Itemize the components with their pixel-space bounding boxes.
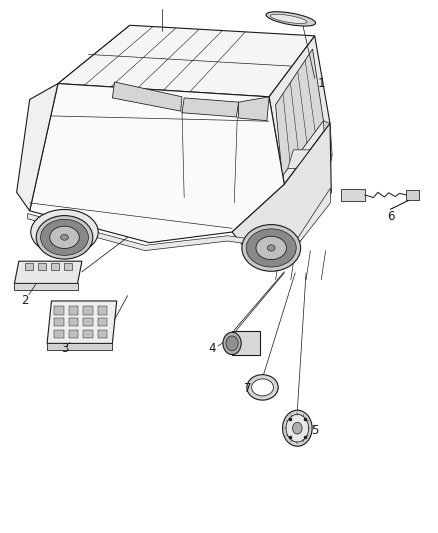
Ellipse shape: [267, 245, 275, 251]
Ellipse shape: [247, 375, 278, 400]
Polygon shape: [47, 301, 117, 343]
Bar: [54, 318, 64, 326]
Polygon shape: [232, 332, 260, 356]
Text: 5: 5: [311, 424, 318, 438]
Text: 7: 7: [244, 382, 251, 395]
Ellipse shape: [36, 216, 93, 259]
Ellipse shape: [246, 229, 296, 267]
Text: 4: 4: [209, 342, 216, 355]
Polygon shape: [14, 284, 78, 290]
Ellipse shape: [242, 224, 300, 271]
Ellipse shape: [252, 379, 273, 396]
Polygon shape: [288, 150, 312, 168]
Bar: [98, 329, 107, 338]
Text: 2: 2: [21, 294, 29, 308]
Polygon shape: [322, 155, 332, 171]
Text: 3: 3: [61, 342, 68, 355]
Bar: [54, 329, 64, 338]
Ellipse shape: [49, 226, 79, 248]
Bar: [51, 263, 59, 270]
Polygon shape: [323, 120, 332, 155]
Bar: [83, 306, 93, 315]
Ellipse shape: [256, 236, 286, 260]
Bar: [83, 329, 93, 338]
Polygon shape: [406, 190, 419, 200]
Bar: [39, 263, 46, 270]
Polygon shape: [30, 84, 284, 243]
Bar: [25, 263, 33, 270]
Text: 1: 1: [318, 77, 325, 90]
Ellipse shape: [286, 415, 309, 442]
Ellipse shape: [266, 12, 316, 26]
Ellipse shape: [226, 336, 238, 351]
Polygon shape: [14, 261, 82, 284]
Polygon shape: [239, 97, 269, 120]
Ellipse shape: [41, 219, 88, 255]
Ellipse shape: [283, 410, 312, 446]
Ellipse shape: [293, 422, 302, 434]
Text: 6: 6: [387, 209, 395, 223]
Ellipse shape: [223, 332, 241, 354]
Bar: [69, 306, 78, 315]
Polygon shape: [341, 189, 365, 201]
Ellipse shape: [60, 235, 68, 240]
Ellipse shape: [31, 209, 98, 255]
Bar: [69, 318, 78, 326]
Polygon shape: [47, 343, 113, 350]
Bar: [98, 318, 107, 326]
Polygon shape: [17, 84, 58, 211]
Polygon shape: [269, 36, 330, 184]
Polygon shape: [28, 188, 330, 251]
Polygon shape: [276, 49, 323, 176]
Bar: [64, 263, 72, 270]
Bar: [54, 306, 64, 315]
Ellipse shape: [270, 14, 307, 23]
Polygon shape: [232, 123, 331, 251]
Polygon shape: [113, 82, 182, 111]
Polygon shape: [182, 98, 239, 117]
Polygon shape: [58, 25, 315, 97]
Bar: [83, 318, 93, 326]
Bar: [69, 329, 78, 338]
Bar: [98, 306, 107, 315]
